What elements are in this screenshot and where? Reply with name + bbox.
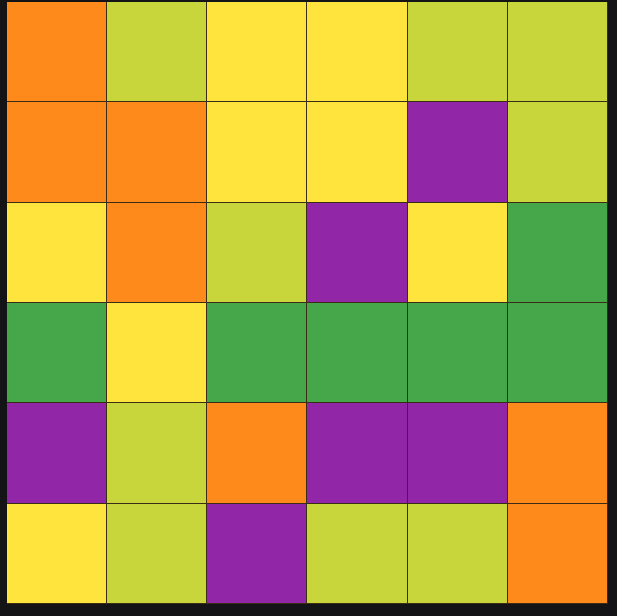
cell-yellow-r2c4[interactable]	[407, 202, 508, 303]
cell-yellow-r3c1[interactable]	[107, 303, 208, 404]
cell-purple-r4c4[interactable]	[407, 403, 508, 504]
cell-yellow-r0c2[interactable]	[207, 2, 308, 103]
cell-lime-r5c3[interactable]	[307, 503, 408, 604]
cell-lime-r0c4[interactable]	[407, 2, 508, 103]
cell-lime-r5c1[interactable]	[107, 503, 208, 604]
cell-purple-r1c4[interactable]	[407, 102, 508, 203]
cell-orange-r5c5[interactable]	[507, 503, 608, 604]
cell-yellow-r1c3[interactable]	[307, 102, 408, 203]
cell-purple-r5c2[interactable]	[207, 503, 308, 604]
cell-orange-r1c1[interactable]	[107, 102, 208, 203]
cell-orange-r4c5[interactable]	[507, 403, 608, 504]
cell-lime-r5c4[interactable]	[407, 503, 508, 604]
cell-yellow-r2c0[interactable]	[7, 202, 108, 303]
cell-yellow-r5c0[interactable]	[7, 503, 108, 604]
cell-green-r3c2[interactable]	[207, 303, 308, 404]
cell-yellow-r0c3[interactable]	[307, 2, 408, 103]
cell-purple-r2c3[interactable]	[307, 202, 408, 303]
cell-orange-r1c0[interactable]	[7, 102, 108, 203]
cell-green-r2c5[interactable]	[507, 202, 608, 303]
cell-orange-r0c0[interactable]	[7, 2, 108, 103]
cell-lime-r1c5[interactable]	[507, 102, 608, 203]
cell-lime-r2c2[interactable]	[207, 202, 308, 303]
cell-orange-r2c1[interactable]	[107, 202, 208, 303]
cell-purple-r4c0[interactable]	[7, 403, 108, 504]
cell-lime-r0c5[interactable]	[507, 2, 608, 103]
cell-green-r3c4[interactable]	[407, 303, 508, 404]
cell-yellow-r1c2[interactable]	[207, 102, 308, 203]
cell-lime-r0c1[interactable]	[107, 2, 208, 103]
cell-lime-r4c1[interactable]	[107, 403, 208, 504]
cell-purple-r4c3[interactable]	[307, 403, 408, 504]
cell-green-r3c5[interactable]	[507, 303, 608, 404]
game-board	[7, 2, 608, 604]
cell-green-r3c0[interactable]	[7, 303, 108, 404]
cell-green-r3c3[interactable]	[307, 303, 408, 404]
cell-orange-r4c2[interactable]	[207, 403, 308, 504]
